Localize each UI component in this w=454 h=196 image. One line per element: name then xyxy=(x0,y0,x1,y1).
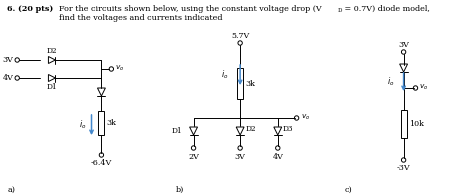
Text: D2: D2 xyxy=(47,47,57,55)
Text: $v_o$: $v_o$ xyxy=(419,82,429,92)
Text: D2: D2 xyxy=(245,125,256,133)
Text: 4V: 4V xyxy=(272,153,283,161)
Text: 2V: 2V xyxy=(188,153,199,161)
Text: 5.7V: 5.7V xyxy=(231,32,249,40)
Text: 3k: 3k xyxy=(245,80,255,87)
Text: = 0.7V) diode model,: = 0.7V) diode model, xyxy=(342,5,430,13)
Text: c): c) xyxy=(344,186,352,194)
Text: -3V: -3V xyxy=(397,164,410,172)
Text: D3: D3 xyxy=(283,125,293,133)
Bar xyxy=(99,111,104,135)
Text: 4V: 4V xyxy=(2,74,13,82)
Text: a): a) xyxy=(7,186,15,194)
Text: D1: D1 xyxy=(47,83,57,91)
Bar xyxy=(237,68,243,99)
Text: $i_o$: $i_o$ xyxy=(221,69,228,81)
Text: D1: D1 xyxy=(172,127,183,135)
Text: b): b) xyxy=(176,186,184,194)
Text: 6. (20 pts): 6. (20 pts) xyxy=(7,5,54,13)
Text: find the voltages and currents indicated: find the voltages and currents indicated xyxy=(59,14,222,22)
Text: 3V: 3V xyxy=(2,56,13,64)
Text: -6.4V: -6.4V xyxy=(91,159,112,167)
Bar xyxy=(400,110,407,138)
Text: $v_o$: $v_o$ xyxy=(115,63,124,73)
Text: For the circuits shown below, using the constant voltage drop (V: For the circuits shown below, using the … xyxy=(59,5,321,13)
Text: 3V: 3V xyxy=(235,153,246,161)
Text: $i_o$: $i_o$ xyxy=(387,76,395,88)
Text: 3k: 3k xyxy=(106,119,116,127)
Text: $i_o$: $i_o$ xyxy=(79,119,86,131)
Text: 10k: 10k xyxy=(409,120,424,128)
Text: $v_o$: $v_o$ xyxy=(301,112,310,122)
Text: D: D xyxy=(337,7,342,13)
Text: 3V: 3V xyxy=(398,41,409,49)
